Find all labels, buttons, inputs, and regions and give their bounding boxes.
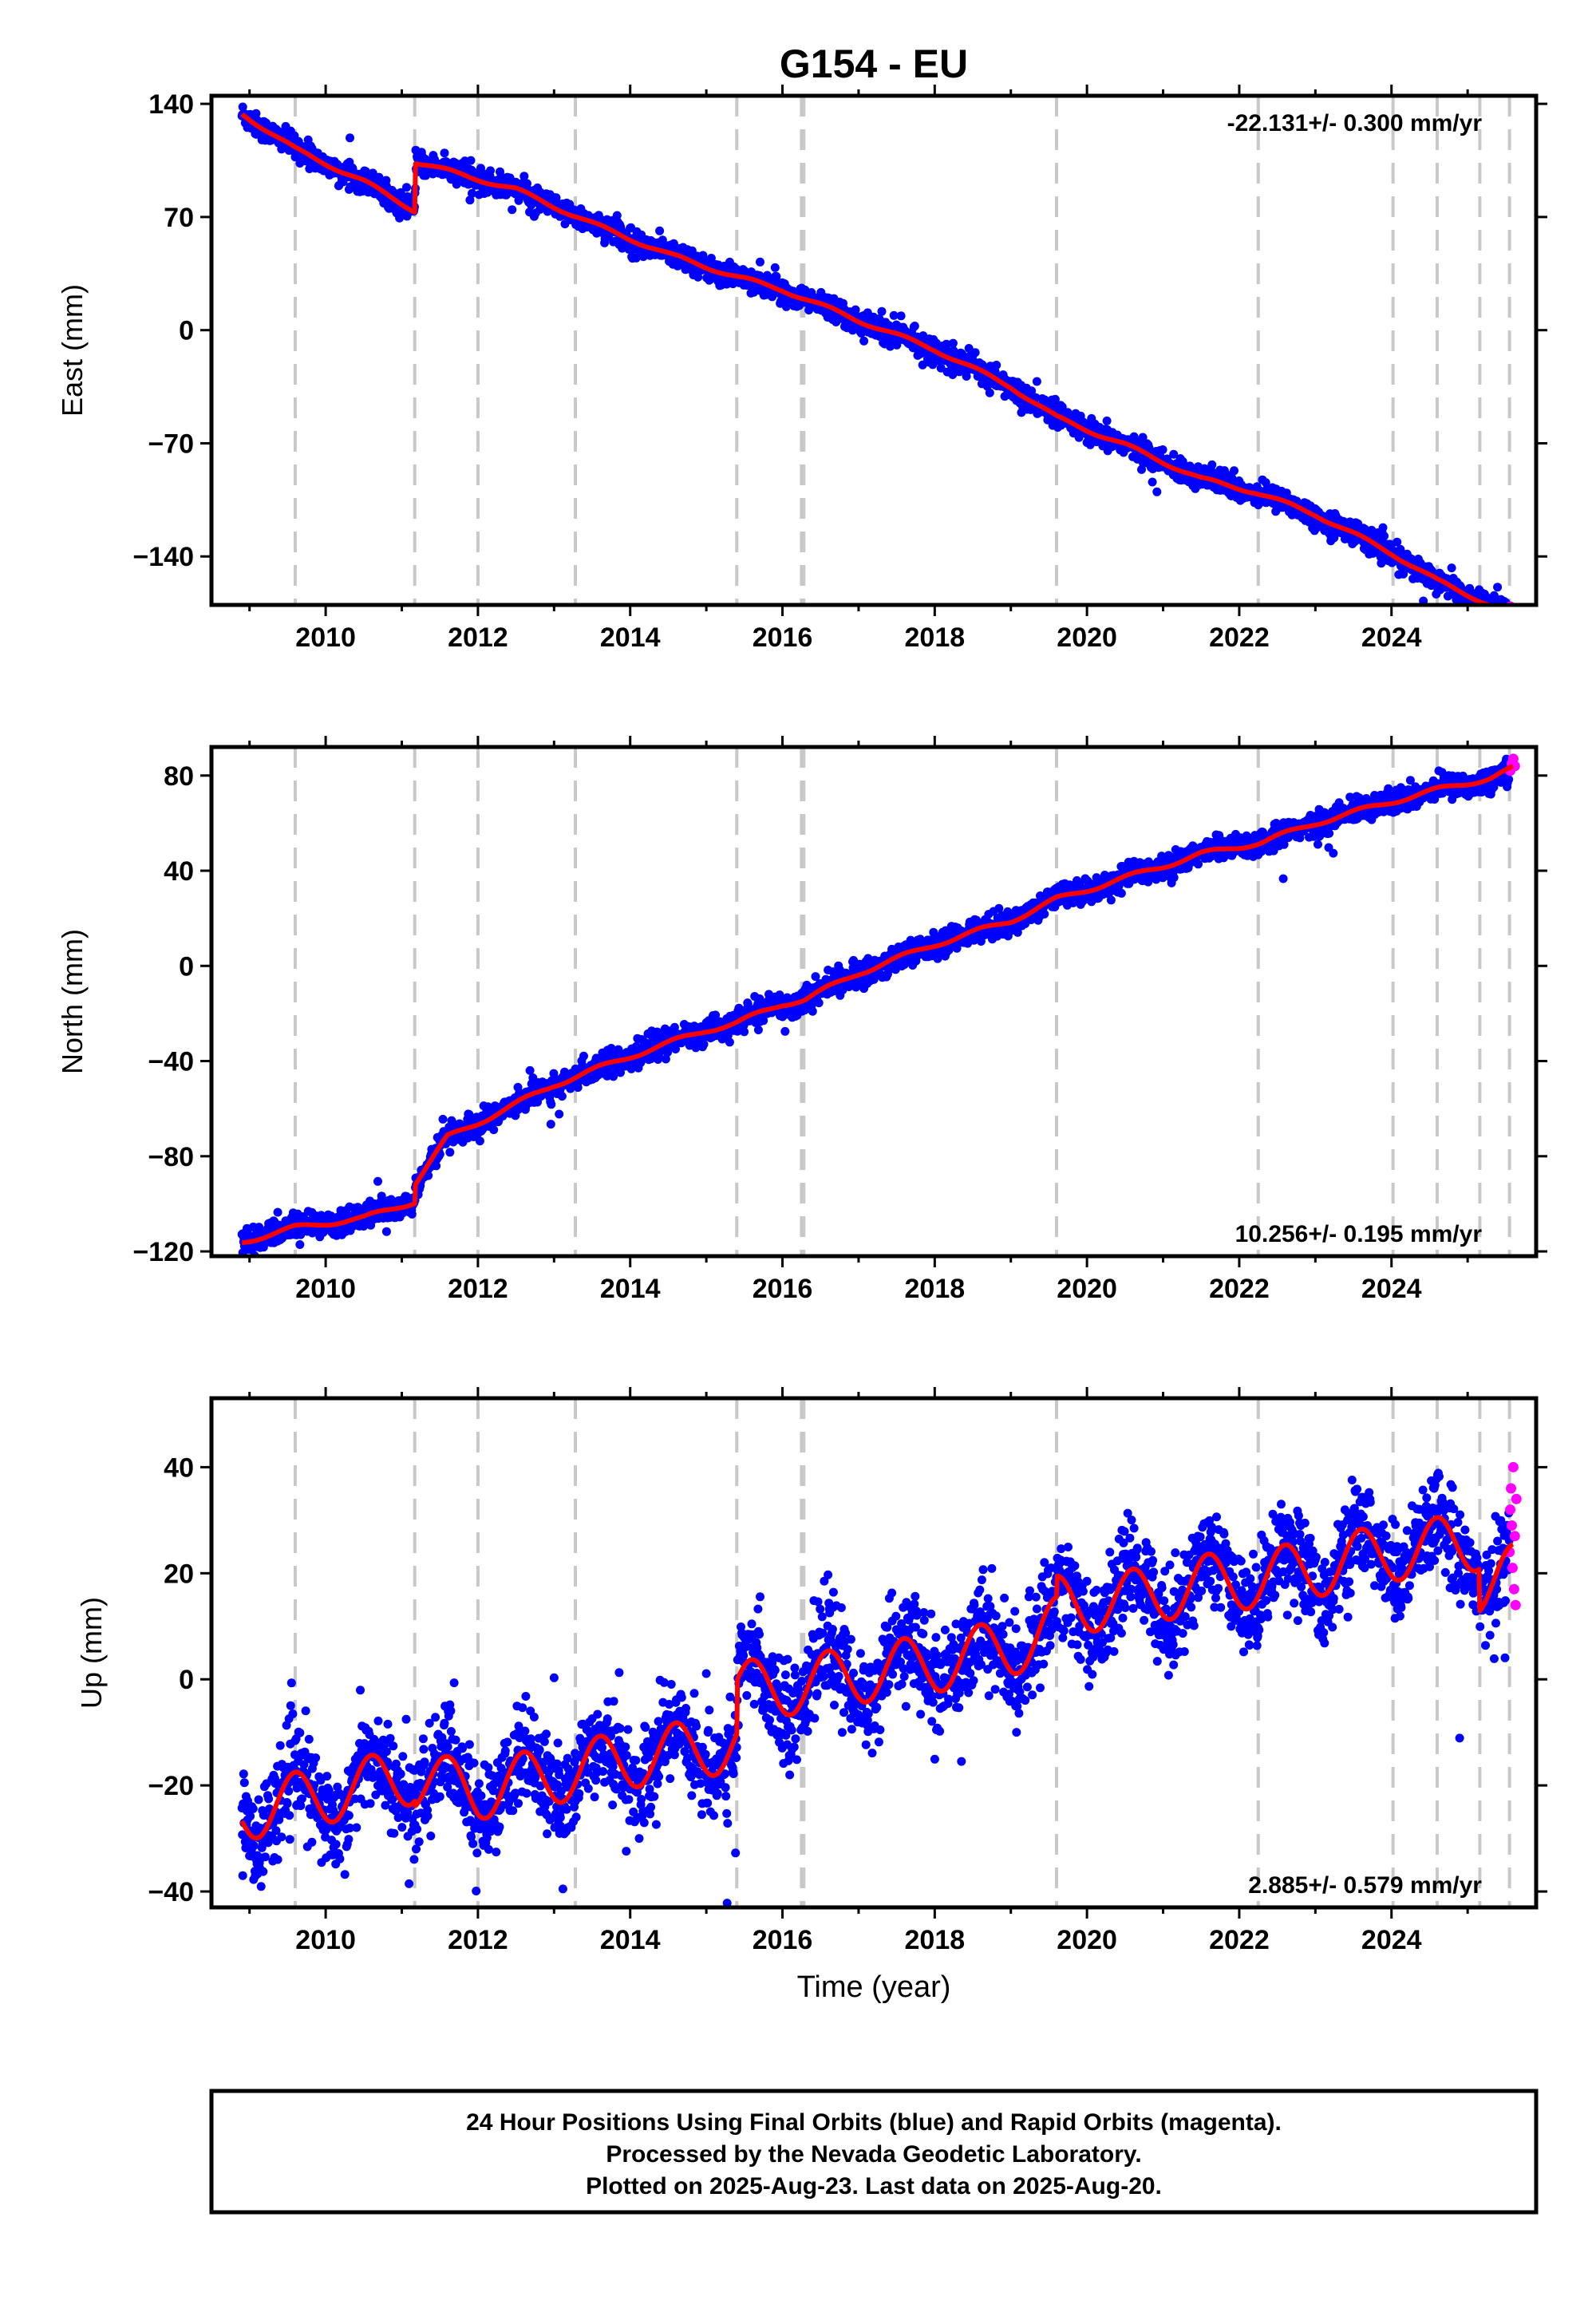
data-point xyxy=(1158,445,1167,454)
y-tick-label: 0 xyxy=(179,316,194,346)
data-point xyxy=(273,1207,282,1217)
x-tick-label: 2014 xyxy=(600,622,661,653)
data-point xyxy=(519,172,529,181)
plot-area xyxy=(237,96,1515,605)
y-tick-label: 70 xyxy=(164,203,194,233)
x-tick-label: 2024 xyxy=(1361,622,1422,653)
data-point xyxy=(699,1040,709,1049)
data-point xyxy=(725,1037,734,1047)
data-point xyxy=(557,1092,567,1101)
data-point xyxy=(475,1136,484,1146)
data-point xyxy=(753,1026,763,1034)
data-point xyxy=(948,338,958,348)
chart-title: G154 - EU xyxy=(780,41,968,86)
data-point xyxy=(1032,377,1041,386)
data-point xyxy=(407,1209,417,1219)
data-point xyxy=(936,363,946,373)
data-point xyxy=(346,133,354,143)
data-point xyxy=(465,196,475,205)
data-point xyxy=(756,257,764,267)
data-point xyxy=(740,1027,749,1037)
data-point xyxy=(1057,402,1067,412)
data-point xyxy=(1378,523,1388,532)
data-point xyxy=(949,346,958,355)
data-point xyxy=(251,109,261,118)
data-point xyxy=(851,305,860,314)
data-point xyxy=(1493,583,1503,592)
data-point xyxy=(402,183,411,192)
data-point xyxy=(1050,394,1060,404)
data-point xyxy=(1380,532,1389,541)
data-point xyxy=(1138,433,1148,442)
data-point xyxy=(396,188,405,197)
data-point xyxy=(770,263,780,272)
data-point xyxy=(992,361,1001,370)
data-point xyxy=(489,1125,499,1135)
data-point xyxy=(631,253,641,263)
data-point xyxy=(964,344,974,353)
data-point xyxy=(1102,416,1112,425)
data-point xyxy=(295,1240,305,1249)
data-point xyxy=(1148,477,1157,487)
x-tick-label: 2012 xyxy=(448,622,508,653)
y-tick-label: −140 xyxy=(132,542,194,572)
data-point xyxy=(508,205,517,215)
data-point xyxy=(1230,466,1238,476)
data-point xyxy=(942,339,951,349)
data-point xyxy=(547,1100,556,1109)
x-tick-label: 2016 xyxy=(753,622,813,653)
data-point xyxy=(486,166,495,176)
data-point xyxy=(655,226,665,235)
data-point xyxy=(970,348,980,358)
data-point xyxy=(772,271,781,281)
data-point xyxy=(555,1109,564,1119)
data-point xyxy=(808,1006,817,1016)
data-point xyxy=(877,306,887,316)
y-axis-label: East (mm) xyxy=(56,284,89,417)
velocity-label: -22.131+/- 0.300 mm/yr xyxy=(1227,110,1483,136)
data-point xyxy=(781,302,791,311)
data-point xyxy=(579,1051,588,1061)
data-point xyxy=(445,1148,455,1157)
data-point xyxy=(438,1114,448,1124)
data-point xyxy=(468,188,476,198)
data-point xyxy=(859,336,869,346)
data-point xyxy=(373,1176,382,1186)
data-point xyxy=(910,322,919,330)
x-tick-label: 2020 xyxy=(1057,622,1117,653)
y-tick-label: 140 xyxy=(148,89,194,120)
east-panel: 2010 2012 2014 2016 2018 2020 2022 2024 140 70 0 −7… xyxy=(56,85,1547,653)
data-point xyxy=(1207,460,1217,469)
data-point xyxy=(612,211,622,220)
data-point xyxy=(368,168,377,178)
data-point xyxy=(381,1227,391,1236)
data-point xyxy=(780,1026,790,1036)
data-point xyxy=(546,1120,555,1129)
x-tick-label: 2022 xyxy=(1209,622,1270,653)
y-tick-label: −70 xyxy=(148,429,194,459)
data-point xyxy=(693,272,703,282)
x-tick-label: 2010 xyxy=(295,622,356,653)
data-point xyxy=(1447,563,1456,573)
x-tick-label: 2018 xyxy=(905,622,966,653)
data-point xyxy=(466,156,476,165)
data-point xyxy=(1169,449,1179,459)
data-point xyxy=(985,388,994,397)
data-point xyxy=(814,998,824,1008)
data-point xyxy=(348,164,358,174)
data-point xyxy=(889,310,899,320)
data-point xyxy=(1152,487,1162,496)
data-point xyxy=(440,148,449,158)
data-point xyxy=(706,254,716,263)
data-point xyxy=(896,311,906,321)
